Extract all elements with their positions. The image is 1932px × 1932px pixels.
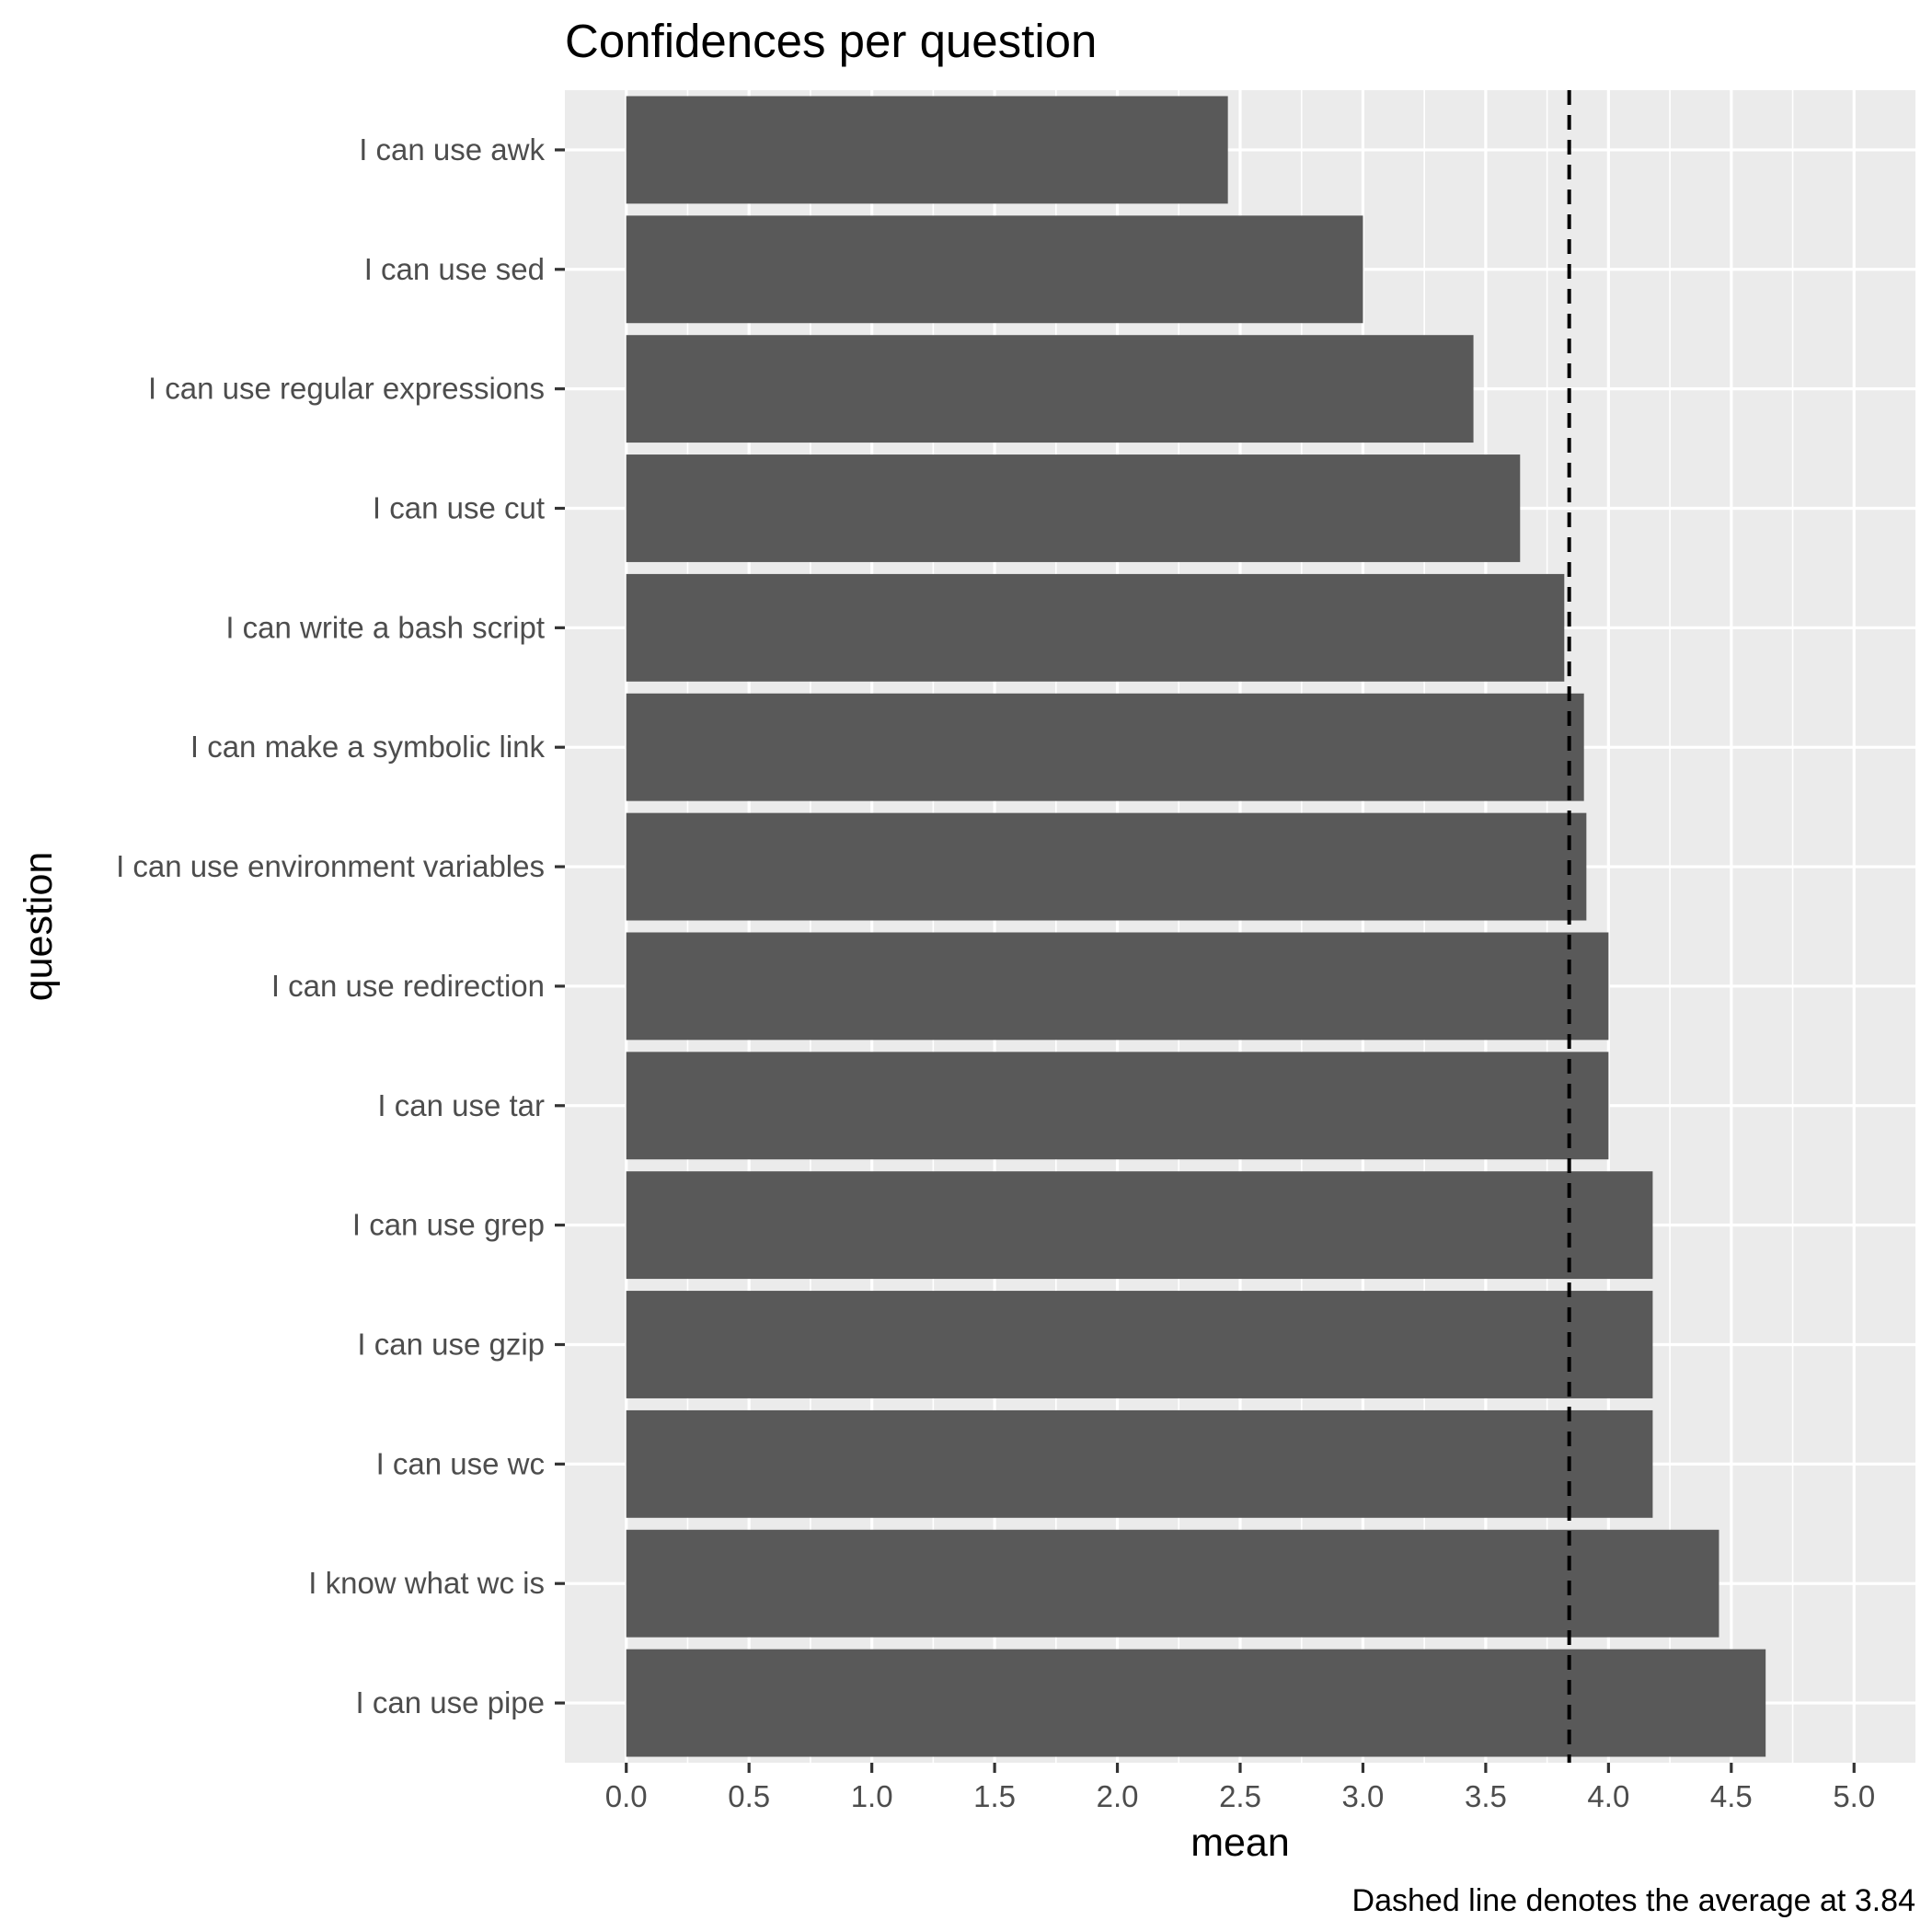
y-tick-label: I can write a bash script [225, 610, 545, 644]
bar [626, 1529, 1719, 1638]
x-tick-label: 0.5 [728, 1779, 770, 1813]
x-tick-label: 0.0 [605, 1779, 648, 1813]
bar [626, 573, 1565, 682]
x-tick-label: 3.0 [1342, 1779, 1385, 1813]
bar [626, 1171, 1653, 1280]
bar [626, 1649, 1766, 1757]
y-tick-label: I can use grep [352, 1208, 545, 1242]
x-tick-label: 5.0 [1833, 1779, 1875, 1813]
y-tick-label: I can use sed [364, 252, 545, 286]
y-tick-label: I can use pipe [356, 1685, 545, 1719]
y-tick-label: I can use environment variables [116, 849, 545, 883]
x-tick-label: 3.5 [1465, 1779, 1507, 1813]
bar [626, 215, 1363, 324]
y-tick-label: I know what wc is [308, 1566, 545, 1600]
y-tick-label: I can use wc [376, 1446, 545, 1480]
chart-caption: Dashed line denotes the average at 3.84 [1352, 1883, 1915, 1918]
y-tick-label: I can use gzip [357, 1328, 545, 1362]
x-axis-ticks: 0.0 0.5 1.0 1.5 2.0 2.5 3.0 3.5 4.0 4.5 5.0 [605, 1763, 1875, 1813]
x-tick-label: 1.0 [851, 1779, 893, 1813]
x-tick-label: 4.0 [1587, 1779, 1629, 1813]
y-axis-ticks: I can use awk I can use sed I can use regu… [116, 132, 565, 1719]
bar [626, 812, 1587, 921]
bar [626, 96, 1228, 204]
y-tick-label: I can use tar [377, 1088, 545, 1122]
x-tick-label: 4.5 [1710, 1779, 1753, 1813]
bar [626, 1409, 1653, 1518]
bar [626, 454, 1521, 562]
bar [626, 335, 1474, 443]
y-tick-label: I can use cut [373, 491, 545, 525]
x-tick-label: 2.5 [1219, 1779, 1261, 1813]
y-axis-title: question [17, 852, 61, 1002]
x-axis-title: mean [1190, 1821, 1290, 1865]
y-tick-label: I can make a symbolic link [190, 730, 546, 764]
x-tick-label: 2.0 [1097, 1779, 1139, 1813]
y-tick-label: I can use regular expressions [148, 372, 545, 406]
y-tick-label: I can use redirection [271, 969, 545, 1003]
x-tick-label: 1.5 [973, 1779, 1016, 1813]
bar [626, 1291, 1653, 1398]
bar [626, 693, 1584, 801]
chart-title: Confidences per question [565, 15, 1097, 67]
bars [626, 96, 1766, 1757]
bar [626, 932, 1609, 1041]
y-tick-label: I can use awk [359, 132, 545, 167]
bar [626, 1052, 1609, 1160]
